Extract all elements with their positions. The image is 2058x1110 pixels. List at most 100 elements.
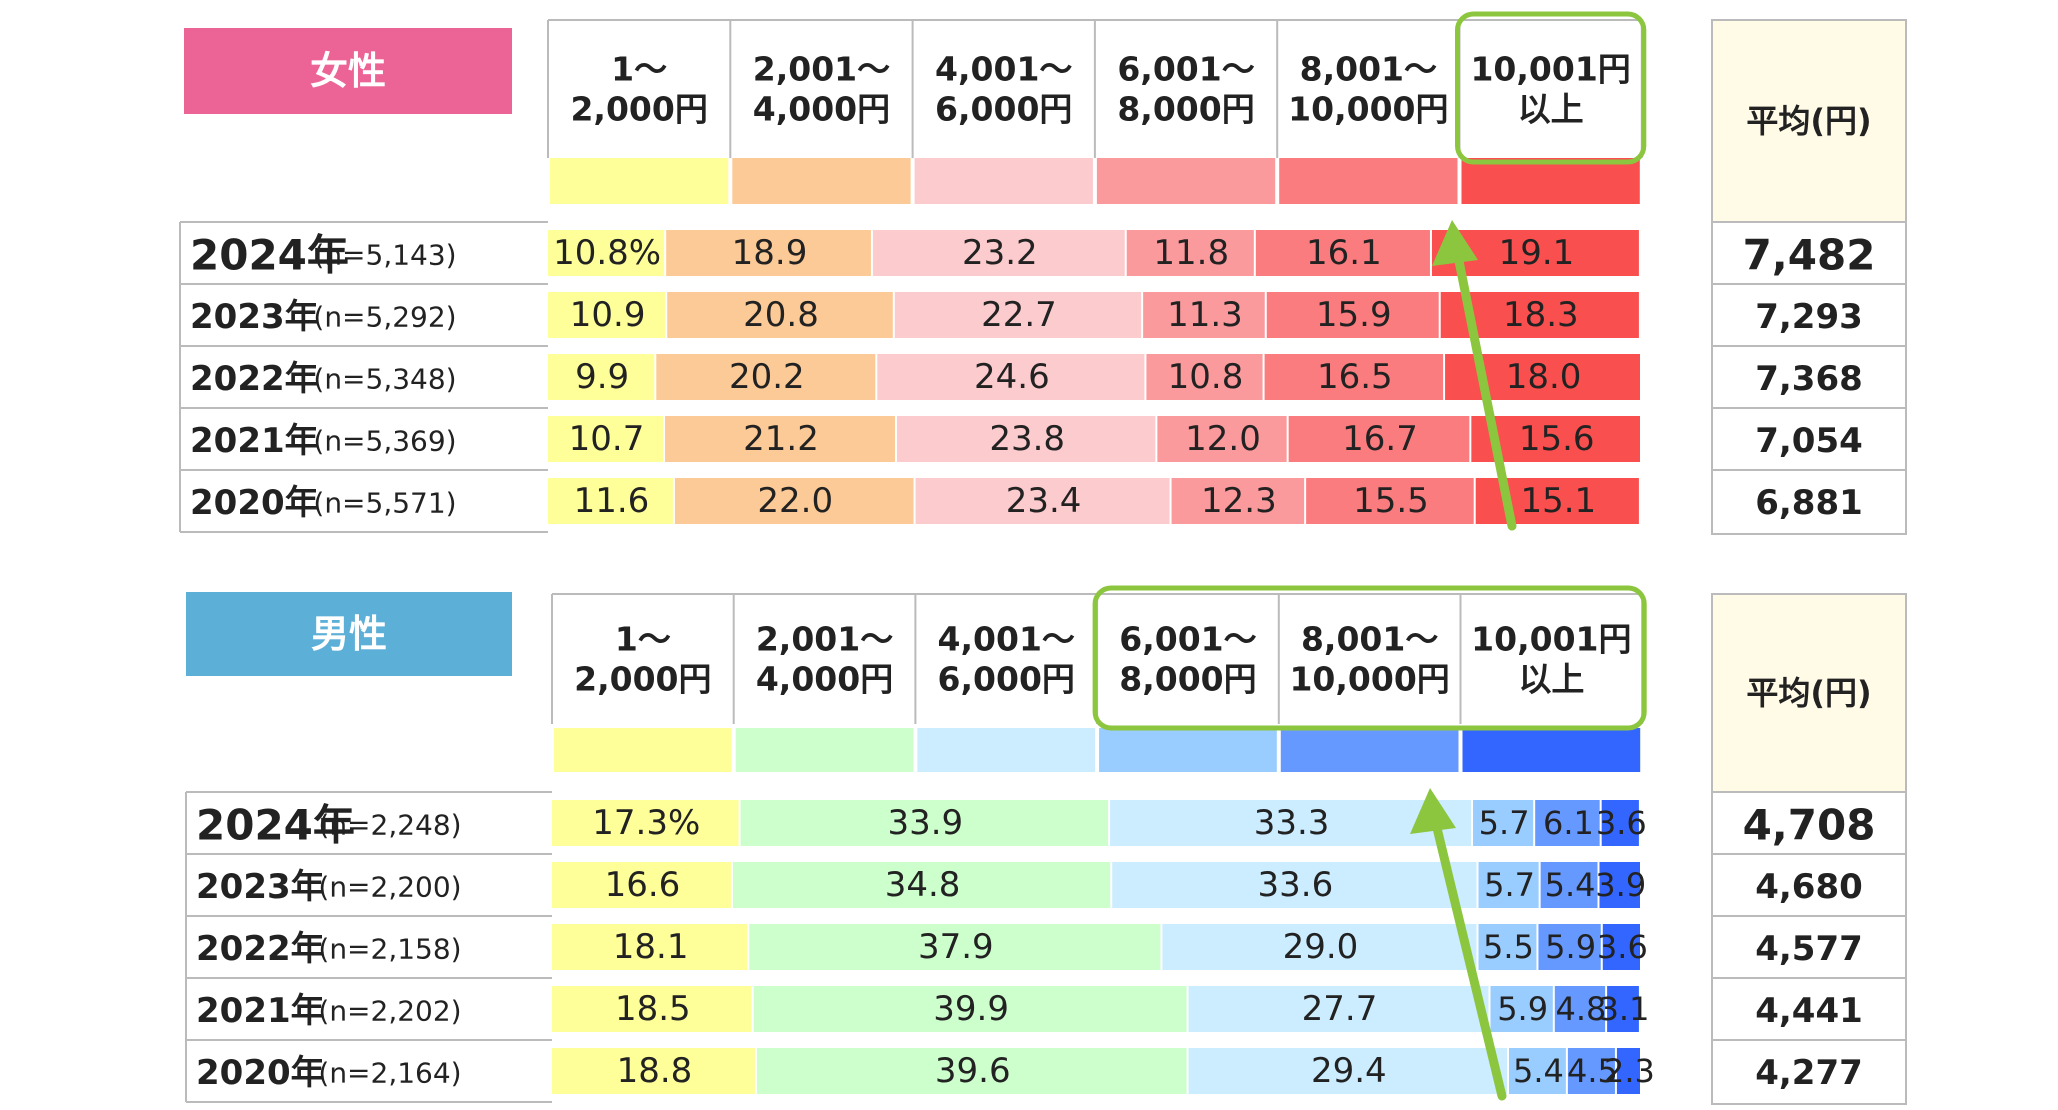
male-bar-segment bbox=[1473, 800, 1534, 846]
male-category-label-line2: 4,000円 bbox=[756, 660, 893, 699]
female-sample-size: (n=5,571) bbox=[313, 487, 456, 520]
female-gender-label: 女性 bbox=[310, 49, 386, 93]
male-year-label: 2024年 bbox=[196, 801, 355, 850]
male-sample-size: (n=2,164) bbox=[318, 1057, 461, 1090]
male-avg-value: 4,708 bbox=[1743, 801, 1876, 850]
male-category-label-line1: 2,001～ bbox=[756, 620, 893, 659]
male-year-label: 2023年 bbox=[196, 867, 325, 907]
male-bar-segment bbox=[1567, 1048, 1615, 1094]
male-segment-label: 5.4 bbox=[1545, 866, 1596, 904]
male-bar-segment bbox=[732, 862, 1111, 908]
female-category-label-line2: 8,000円 bbox=[1117, 90, 1254, 129]
male-segment-label: 3.6 bbox=[1597, 928, 1648, 966]
female-year-label: 2024年 bbox=[190, 231, 349, 280]
male-bar-segment bbox=[749, 924, 1161, 970]
female-bar-segment bbox=[1126, 230, 1254, 276]
male-legend-swatch bbox=[917, 728, 1096, 772]
female-segment-label: 23.4 bbox=[1006, 481, 1082, 521]
female-legend-swatch bbox=[1279, 158, 1458, 204]
male-segment-label: 4.5 bbox=[1567, 1052, 1618, 1090]
male-segment-label: 16.6 bbox=[605, 865, 681, 905]
male-segment-label: 18.1 bbox=[613, 927, 689, 967]
male-category-label-line1: 4,001～ bbox=[938, 620, 1075, 659]
male-legend-swatch bbox=[1462, 728, 1641, 772]
female-legend-swatch bbox=[1096, 158, 1276, 204]
female-bar-segment bbox=[1171, 478, 1305, 524]
female-trend-arrow-shaft bbox=[1453, 251, 1517, 531]
female-bar-segment bbox=[548, 230, 665, 276]
female-segment-label: 15.6 bbox=[1519, 419, 1595, 459]
female-trend-arrow-head bbox=[1432, 220, 1478, 266]
male-category-label-line2: 以上 bbox=[1518, 660, 1584, 699]
male-bar-segment bbox=[1478, 924, 1537, 970]
female-category-label-line1: 6,001～ bbox=[1117, 50, 1254, 89]
male-bar-segment bbox=[1490, 986, 1553, 1032]
male-bar-segment bbox=[1599, 862, 1640, 908]
female-legend-swatch bbox=[1461, 158, 1640, 204]
female-category-label-line1: 4,001～ bbox=[935, 50, 1072, 89]
male-segment-label: 29.0 bbox=[1283, 927, 1359, 967]
male-segment-label: 5.7 bbox=[1484, 866, 1535, 904]
male-avg-value: 4,577 bbox=[1755, 929, 1863, 969]
male-gender-badge bbox=[186, 592, 512, 676]
male-avg-frame bbox=[1711, 593, 1907, 1105]
male-bar-segment bbox=[1602, 924, 1640, 970]
female-bar-segment bbox=[1255, 230, 1430, 276]
male-category-label-line2: 2,000円 bbox=[574, 660, 711, 699]
male-legend-swatch bbox=[1280, 728, 1459, 772]
male-segment-label: 17.3% bbox=[592, 803, 700, 843]
female-segment-label: 18.0 bbox=[1506, 357, 1582, 397]
male-category-label-line1: 6,001～ bbox=[1119, 620, 1256, 659]
female-segment-label: 10.7 bbox=[569, 419, 645, 459]
male-avg-header-bg bbox=[1713, 595, 1905, 791]
male-bar-segment bbox=[552, 924, 748, 970]
female-segment-label: 11.6 bbox=[574, 481, 650, 521]
female-bar-segment bbox=[877, 354, 1145, 400]
female-bar-segment bbox=[548, 478, 673, 524]
male-segment-label: 2.3 bbox=[1604, 1052, 1655, 1090]
female-avg-value: 7,368 bbox=[1755, 359, 1863, 399]
male-bar-segment bbox=[1540, 862, 1598, 908]
male-avg-header: 平均(円) bbox=[1746, 674, 1871, 712]
female-avg-header-bg bbox=[1713, 21, 1905, 221]
female-bar-segment bbox=[666, 230, 871, 276]
male-legend-swatch bbox=[554, 728, 732, 772]
male-legend-swatch bbox=[1099, 728, 1277, 772]
male-highlight-box bbox=[1092, 585, 1647, 731]
female-bar-segment bbox=[548, 416, 664, 462]
female-bar-segment bbox=[656, 354, 876, 400]
male-segment-label: 18.8 bbox=[617, 1051, 693, 1091]
male-sample-size: (n=2,202) bbox=[318, 995, 461, 1028]
female-segment-label: 23.2 bbox=[962, 233, 1038, 273]
female-year-label: 2023年 bbox=[190, 297, 319, 337]
male-segment-label: 4.8 bbox=[1556, 990, 1607, 1028]
male-segment-label: 18.5 bbox=[615, 989, 691, 1029]
male-bar-segment bbox=[1188, 986, 1489, 1032]
female-segment-label: 22.0 bbox=[757, 481, 833, 521]
female-legend-swatch bbox=[732, 158, 911, 204]
male-segment-label: 37.9 bbox=[918, 927, 994, 967]
male-category-label-line1: 8,001～ bbox=[1301, 620, 1438, 659]
male-segment-label: 33.6 bbox=[1258, 865, 1334, 905]
female-bar-segment bbox=[872, 230, 1125, 276]
female-avg-frame bbox=[1711, 19, 1907, 535]
male-category-label-line2: 8,000円 bbox=[1119, 660, 1256, 699]
female-segment-label: 20.8 bbox=[743, 295, 819, 335]
female-category-label-line2: 以上 bbox=[1518, 90, 1584, 129]
male-segment-label: 5.5 bbox=[1483, 928, 1534, 966]
male-segment-label: 29.4 bbox=[1311, 1051, 1387, 1091]
female-avg-header: 平均(円) bbox=[1746, 102, 1871, 140]
female-segment-label: 16.5 bbox=[1317, 357, 1393, 397]
female-category-label-line2: 2,000円 bbox=[570, 90, 707, 129]
female-segment-label: 16.1 bbox=[1306, 233, 1382, 273]
female-segment-label: 10.8 bbox=[1168, 357, 1244, 397]
female-gender-badge bbox=[184, 28, 512, 114]
male-bar-segment bbox=[552, 862, 731, 908]
female-sample-size: (n=5,292) bbox=[313, 301, 456, 334]
female-category-label-line1: 8,001～ bbox=[1300, 50, 1437, 89]
female-segment-label: 23.8 bbox=[989, 419, 1065, 459]
male-year-label: 2022年 bbox=[196, 929, 325, 969]
male-bar-segment bbox=[1478, 862, 1539, 908]
